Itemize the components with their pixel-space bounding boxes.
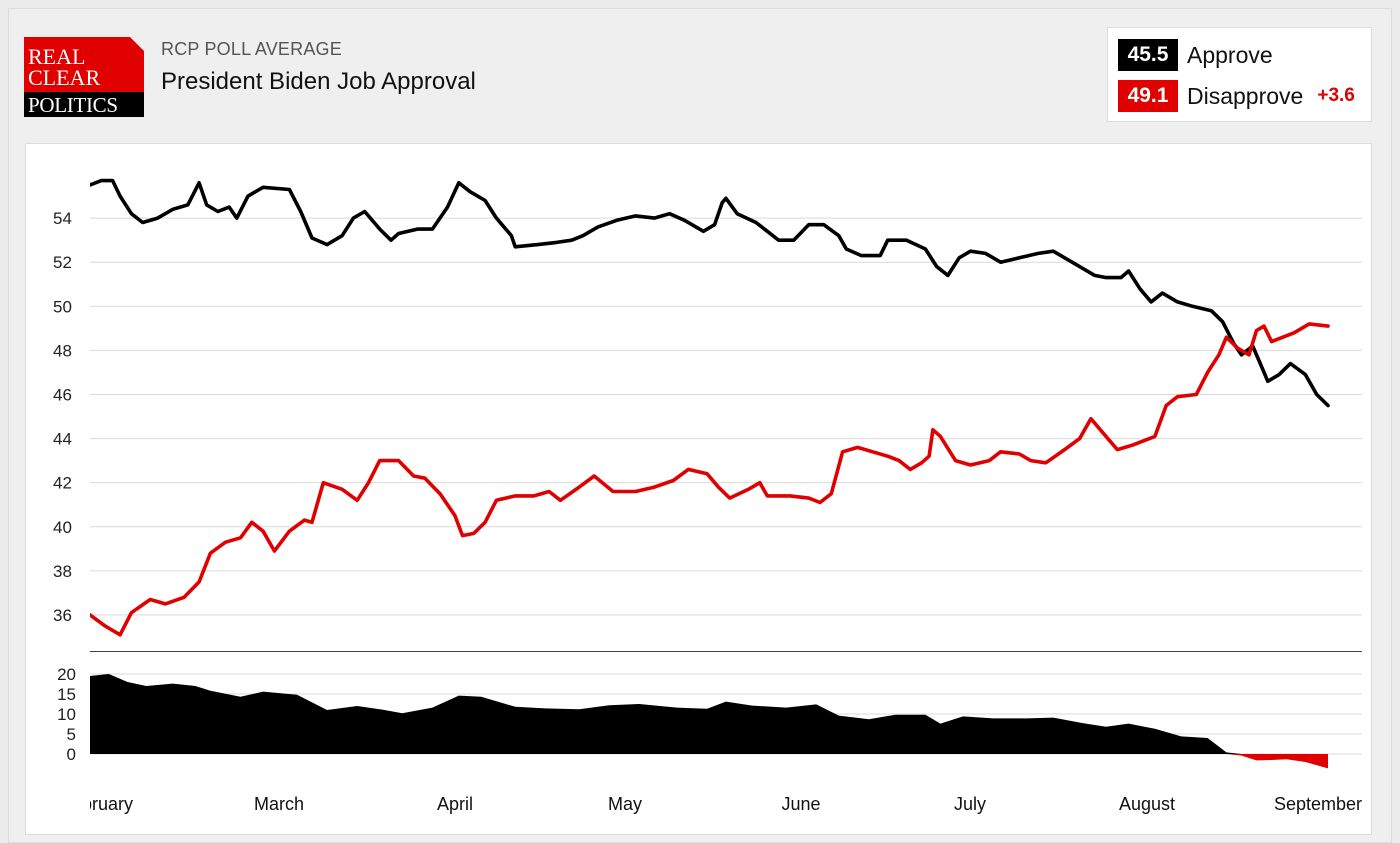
y-tick-40: 40 bbox=[53, 518, 72, 537]
disapprove-label: Disapprove bbox=[1187, 82, 1304, 109]
main-lines bbox=[90, 178, 1330, 637]
chart-title: President Biden Job Approval bbox=[161, 68, 476, 95]
logo-word-clear: CLEAR bbox=[28, 65, 101, 90]
x-month-april: April bbox=[437, 794, 473, 814]
spread-value: +3.6 bbox=[1317, 85, 1355, 106]
main-gridlines bbox=[90, 217, 1362, 616]
x-month-february: February bbox=[61, 794, 133, 814]
y-tick-42: 42 bbox=[53, 474, 72, 493]
spread-y-tick-15: 15 bbox=[57, 685, 76, 704]
approve-value-badge: 45.5 bbox=[1118, 39, 1178, 71]
spread-y-tick-0: 0 bbox=[67, 745, 76, 764]
x-month-september: September bbox=[1274, 794, 1362, 814]
chart-kicker: RCP POLL AVERAGE bbox=[161, 39, 342, 59]
y-tick-44: 44 bbox=[53, 430, 72, 449]
legend-approve[interactable]: 45.5 Approve bbox=[1118, 39, 1273, 71]
logo-word-politics: POLITICS bbox=[24, 92, 144, 117]
approve-label: Approve bbox=[1187, 41, 1273, 68]
x-month-august: August bbox=[1119, 794, 1175, 814]
y-tick-54: 54 bbox=[53, 209, 72, 228]
spread-y-tick-10: 10 bbox=[57, 705, 76, 724]
x-month-june: June bbox=[781, 794, 820, 814]
spread-area bbox=[90, 674, 1328, 769]
spread-y-tick-5: 5 bbox=[67, 725, 76, 744]
y-tick-52: 52 bbox=[53, 253, 72, 272]
rcp-logo[interactable]: REAL CLEAR POLITICS bbox=[24, 37, 144, 117]
y-tick-46: 46 bbox=[53, 385, 72, 404]
logo-word-real: REAL bbox=[28, 44, 86, 69]
y-tick-50: 50 bbox=[53, 297, 72, 316]
spread-area-approve-lead bbox=[90, 674, 1328, 754]
y-tick-38: 38 bbox=[53, 562, 72, 581]
y-tick-48: 48 bbox=[53, 341, 72, 360]
x-month-march: March bbox=[254, 794, 304, 814]
series-line-disapprove bbox=[90, 322, 1330, 637]
logo-corner-fold bbox=[130, 37, 144, 51]
x-month-may: May bbox=[608, 794, 642, 814]
legend-disapprove[interactable]: 49.1 Disapprove +3.6 bbox=[1118, 80, 1355, 112]
spread-y-tick-20: 20 bbox=[57, 665, 76, 684]
disapprove-value-badge: 49.1 bbox=[1118, 80, 1178, 112]
series-line-approve bbox=[90, 178, 1330, 408]
legend-box: 45.5 Approve 49.1 Disapprove +3.6 bbox=[1107, 27, 1372, 122]
month-axis: February March April May June July August Septe… bbox=[61, 794, 1362, 814]
x-month-july: July bbox=[954, 794, 986, 814]
main-y-axis: 36 38 40 42 44 46 48 50 52 54 bbox=[53, 209, 72, 625]
y-tick-36: 36 bbox=[53, 606, 72, 625]
spread-area-disapprove-lead bbox=[90, 754, 1328, 769]
